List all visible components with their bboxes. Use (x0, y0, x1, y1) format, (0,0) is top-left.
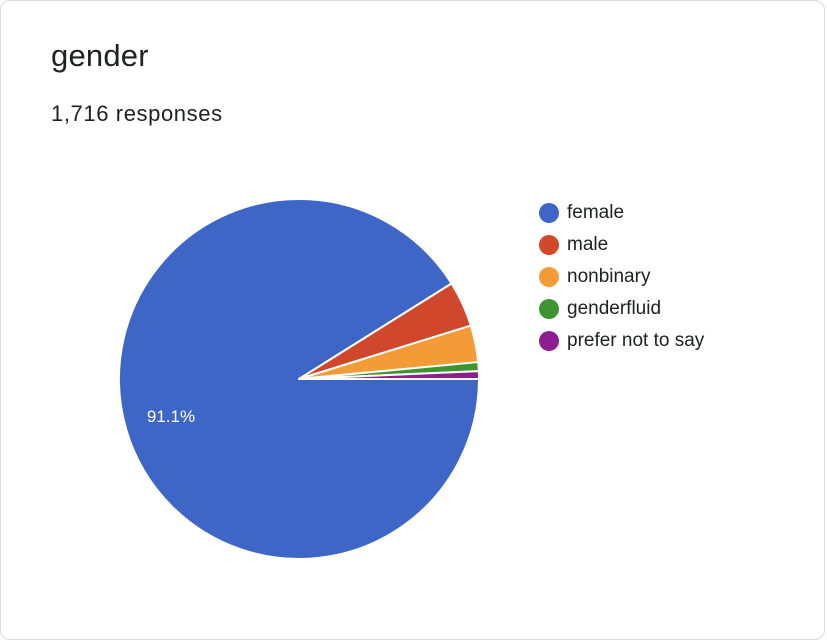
chart-legend: female male nonbinary genderfluid prefer not… (539, 197, 704, 357)
chart-title: gender (51, 38, 149, 73)
data-label-female: 91.1% (147, 407, 195, 426)
legend-item-genderfluid[interactable]: genderfluid (539, 293, 704, 325)
legend-swatch-male (539, 235, 559, 255)
legend-item-male[interactable]: male (539, 229, 704, 261)
legend-label-female: female (567, 202, 625, 223)
legend-swatch-genderfluid (539, 299, 559, 319)
legend-item-prefer-not-to-say[interactable]: prefer not to say (539, 325, 704, 357)
response-count: 1,716 responses (51, 101, 223, 126)
legend-label-prefer-not-to-say: prefer not to say (567, 330, 705, 351)
legend-swatch-nonbinary (539, 267, 559, 287)
pie-slice-prefer-not-to-say[interactable] (298, 370, 480, 380)
legend-item-nonbinary[interactable]: nonbinary (539, 261, 704, 293)
legend-swatch-prefer-not-to-say (539, 331, 559, 351)
legend-swatch-female (539, 203, 559, 223)
legend-label-male: male (567, 234, 609, 255)
legend-label-nonbinary: nonbinary (567, 266, 651, 287)
legend-item-female[interactable]: female (539, 197, 704, 229)
legend-label-genderfluid: genderfluid (567, 298, 662, 319)
pie-chart: 91.1% (118, 198, 480, 560)
